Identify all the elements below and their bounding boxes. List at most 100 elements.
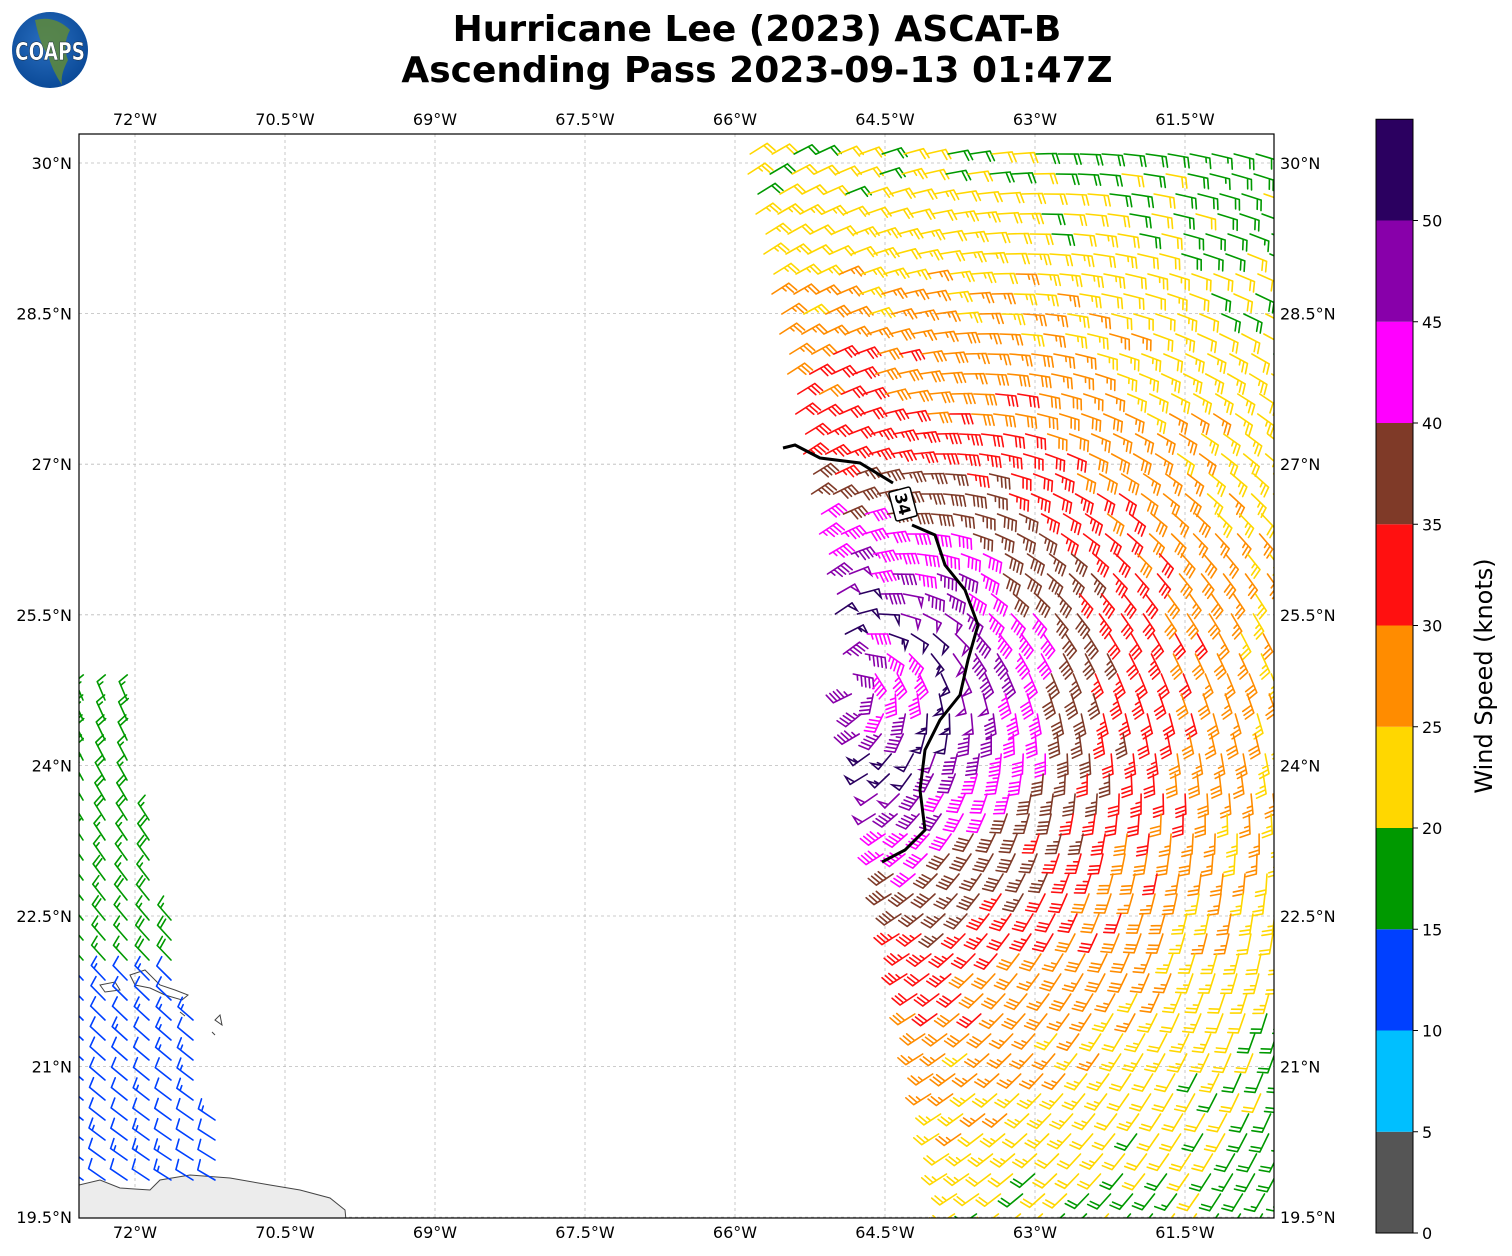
- wind-barb: [1153, 333, 1174, 353]
- wind-barb: [1073, 233, 1097, 247]
- wind-barb: [1278, 774, 1288, 798]
- wind-barb: [883, 408, 910, 421]
- wind-barb: [1139, 373, 1160, 393]
- wind-barb: [1197, 693, 1211, 720]
- wind-barb: [1101, 1033, 1124, 1052]
- wind-barb: [899, 348, 926, 362]
- wind-barb: [1023, 1013, 1048, 1031]
- wind-barb: [955, 190, 982, 202]
- wind-barb: [980, 573, 1000, 595]
- wind-barb: [1075, 353, 1097, 370]
- wind-barb: [113, 874, 128, 901]
- wind-barb: [1125, 413, 1145, 434]
- wind-barb: [1282, 654, 1292, 679]
- wind-barb: [994, 1093, 1020, 1109]
- wind-barb: [1208, 473, 1226, 498]
- wind-barb: [1116, 1113, 1140, 1132]
- wind-barb: [976, 633, 992, 659]
- wind-barb: [951, 392, 976, 405]
- wind-barb: [1045, 313, 1069, 328]
- wind-barb: [917, 248, 944, 261]
- wind-barb: [1134, 673, 1148, 700]
- wind-barb: [1278, 874, 1289, 897]
- wind-barb: [1294, 734, 1304, 759]
- wind-barb: [1015, 413, 1038, 429]
- wind-barb: [895, 813, 920, 830]
- wind-barb: [779, 322, 806, 335]
- wind-barb: [1130, 793, 1142, 818]
- wind-barb: [79, 774, 84, 801]
- wind-barb: [1011, 171, 1037, 184]
- wind-barb: [1168, 1153, 1192, 1172]
- wind-barb: [974, 513, 996, 531]
- wind-barb: [920, 1173, 948, 1186]
- wind-barb: [975, 1193, 1002, 1207]
- wind-barb: [1031, 933, 1054, 953]
- wind-barb: [1021, 333, 1045, 347]
- wind-barb: [1131, 693, 1145, 720]
- wind-barb: [175, 1138, 194, 1161]
- wind-barb: [1155, 313, 1176, 332]
- wind-barb: [848, 565, 874, 578]
- wind-barb: [1120, 473, 1140, 496]
- wind-barb: [1169, 413, 1189, 435]
- wind-barb: [905, 1093, 932, 1106]
- wind-barb: [1106, 513, 1125, 537]
- wind-barb: [1153, 1193, 1178, 1211]
- wind-barb: [1095, 233, 1119, 248]
- wind-barb: [1173, 633, 1186, 660]
- wind-barb: [1159, 253, 1181, 271]
- wind-barb: [1037, 273, 1062, 287]
- wind-barb: [859, 831, 886, 846]
- wind-barb: [1136, 553, 1153, 579]
- wind-barb: [1241, 333, 1261, 355]
- wind-barb: [1244, 433, 1263, 457]
- wind-barb: [940, 933, 966, 950]
- wind-barb: [1046, 1013, 1070, 1032]
- wind-barb: [897, 1053, 924, 1066]
- wind-barb: [1258, 933, 1274, 956]
- wind-barb: [154, 1036, 172, 1061]
- wind-barb: [1046, 573, 1064, 598]
- wind-barb: [1169, 1033, 1190, 1053]
- wind-barb: [1056, 1153, 1082, 1170]
- wind-barb: [960, 553, 982, 573]
- wind-barb: [1206, 493, 1224, 518]
- wind-barb: [749, 142, 776, 155]
- wind-barb: [1004, 553, 1024, 575]
- wind-barb: [972, 853, 994, 873]
- wind-barb: [878, 613, 901, 628]
- wind-barb: [1214, 1033, 1234, 1054]
- wind-barb: [936, 773, 956, 794]
- wind-barb: [1238, 913, 1254, 936]
- wind-barb: [1166, 1173, 1190, 1192]
- wind-barbs: [79, 142, 1312, 1218]
- lat-tick-right: 25.5°N: [1280, 606, 1336, 625]
- wind-barb: [131, 1117, 150, 1141]
- wind-barb: [987, 353, 1012, 366]
- wind-barb: [1084, 513, 1104, 536]
- wind-barb: [817, 264, 844, 276]
- wind-barb: [1044, 453, 1066, 472]
- wind-barb: [133, 976, 150, 1001]
- wind-barb: [1227, 373, 1246, 395]
- wind-barb: [79, 1156, 84, 1161]
- wind-barb: [1065, 333, 1088, 349]
- wind-barb: [1098, 613, 1112, 640]
- wind-barb: [1082, 653, 1096, 680]
- lat-tick-left: 24°N: [32, 756, 72, 775]
- wind-barb: [971, 413, 995, 427]
- wind-barb: [1090, 433, 1111, 454]
- wind-barb: [1064, 953, 1086, 973]
- wind-barb: [1294, 234, 1312, 252]
- wind-barb: [1021, 192, 1047, 205]
- wind-barb: [1162, 993, 1182, 1014]
- wind-barb: [1158, 1133, 1182, 1152]
- wind-barb: [1050, 713, 1065, 740]
- wind-barb: [79, 954, 84, 961]
- wind-barb: [1079, 1153, 1104, 1170]
- wind-barb: [833, 345, 860, 358]
- wind-barb: [913, 309, 940, 321]
- wind-barb: [1231, 173, 1253, 191]
- wind-barb: [919, 370, 945, 383]
